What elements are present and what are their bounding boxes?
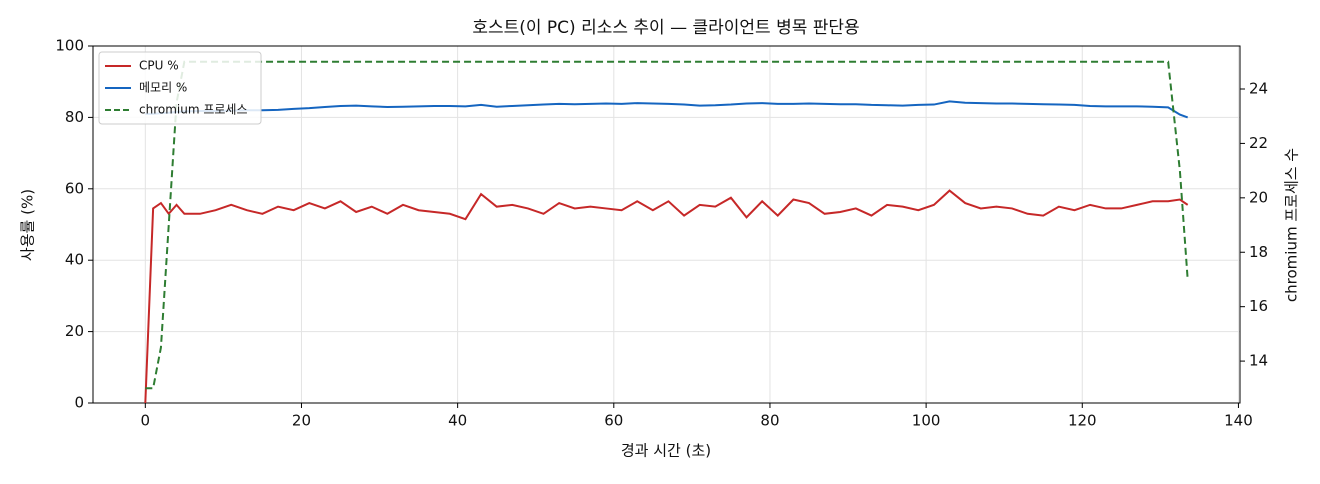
y-tick-label: 80: [65, 108, 84, 126]
x-tick-label: 40: [448, 412, 467, 430]
y-tick-label: 60: [65, 179, 84, 197]
legend-label: chromium 프로세스: [139, 103, 248, 117]
y2-tick-label: 20: [1249, 188, 1268, 206]
x-tick-label: 60: [604, 412, 623, 430]
legend-label: CPU %: [139, 59, 179, 73]
legend-box: [98, 51, 262, 125]
x-tick-label: 20: [292, 412, 311, 430]
series-line: [145, 60, 1189, 390]
y-axis-label: 사용률 (%): [19, 189, 37, 261]
y2-axis-label: chromium 프로세스 수: [1283, 148, 1301, 302]
y-tick-label: 100: [55, 37, 84, 55]
y2-tick-label: 14: [1249, 352, 1268, 370]
x-tick-label: 140: [1224, 412, 1253, 430]
y2-tick-label: 16: [1249, 297, 1268, 315]
y-tick-label: 40: [65, 251, 84, 269]
y-tick-label: 20: [65, 322, 84, 340]
x-tick-label: 100: [912, 412, 941, 430]
y2-tick-label: 22: [1249, 134, 1268, 152]
x-tick-label: 80: [760, 412, 779, 430]
x-tick-label: 120: [1068, 412, 1097, 430]
series-line: [144, 189, 1189, 404]
legend-label: 메모리 %: [139, 81, 187, 95]
x-tick-label: 0: [141, 412, 151, 430]
chart-title: 호스트(이 PC) 리소스 추이 — 클라이언트 병목 판단용: [472, 18, 859, 38]
x-axis-label: 경과 시간 (초): [621, 442, 711, 460]
y-tick-label: 0: [74, 394, 84, 412]
legend: CPU % 메모리 % chromium 프로세스: [98, 51, 262, 125]
plot-frame: [92, 45, 1241, 404]
y2-tick-label: 24: [1249, 79, 1268, 97]
series-line: [145, 100, 1189, 119]
y2-tick-label: 18: [1249, 243, 1268, 261]
